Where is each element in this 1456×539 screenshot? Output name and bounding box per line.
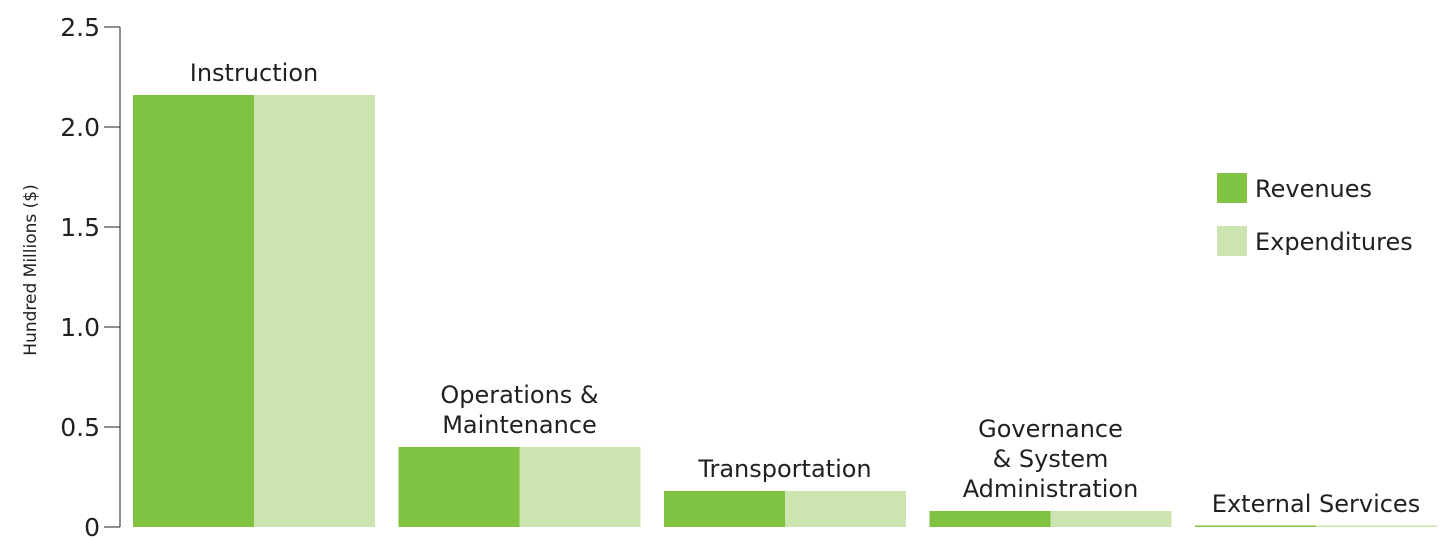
bar-expenditures-4 — [1050, 511, 1172, 527]
y-tick-label: 0 — [84, 513, 100, 539]
y-axis-title: Hundred Millions ($) — [21, 184, 41, 355]
bar-expenditures-5 — [1316, 525, 1437, 527]
category-label: External Services — [1212, 490, 1420, 518]
legend-label-revenues: Revenues — [1255, 175, 1372, 203]
category-label: Administration — [963, 475, 1139, 503]
bar-revenues-3 — [664, 491, 785, 527]
category-label: Instruction — [190, 59, 318, 87]
y-tick-label: 2.5 — [60, 13, 100, 42]
bar-revenues-4 — [929, 511, 1051, 527]
category-label: Operations & — [440, 381, 598, 409]
legend: Revenues Expenditures — [1217, 173, 1413, 256]
y-tick-label: 1.0 — [60, 313, 100, 342]
y-tick-label: 0.5 — [60, 413, 100, 442]
category-labels: Instruction Operations &Maintenance Transp… — [190, 59, 1420, 518]
legend-label-expenditures: Expenditures — [1255, 228, 1413, 256]
category-label: Transportation — [697, 455, 871, 483]
category-label: & System — [993, 445, 1109, 473]
y-tick-label: 1.5 — [60, 213, 100, 242]
category-label: Maintenance — [442, 411, 597, 439]
bar-revenues-5 — [1195, 525, 1316, 527]
bars — [133, 95, 1437, 527]
bar-expenditures-3 — [785, 491, 906, 527]
y-axis: 0 0.5 1.0 1.5 2.0 2.5 — [60, 13, 121, 539]
bar-revenues-2 — [398, 447, 520, 527]
legend-swatch-revenues — [1217, 173, 1247, 203]
bar-expenditures-1 — [254, 95, 375, 527]
legend-swatch-expenditures — [1217, 226, 1247, 256]
y-tick-label: 2.0 — [60, 113, 100, 142]
category-label: Governance — [978, 415, 1123, 443]
bar-revenues-1 — [133, 95, 254, 527]
bar-expenditures-2 — [519, 447, 641, 527]
